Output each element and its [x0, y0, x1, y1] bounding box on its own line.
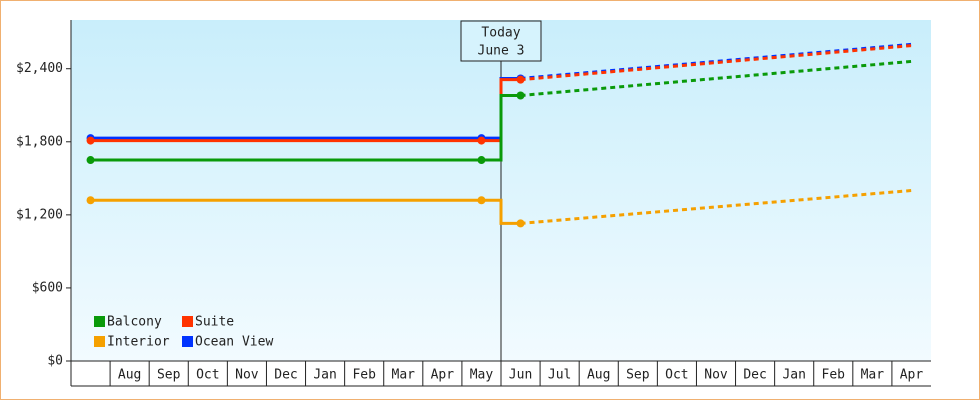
- x-tick-label: Jun: [509, 368, 532, 383]
- point: [516, 219, 525, 228]
- point: [86, 156, 95, 165]
- step-connector: [481, 198, 521, 225]
- point: [86, 136, 95, 145]
- x-tick-label: Jan: [313, 368, 336, 383]
- x-tick-label: Jul: [548, 368, 571, 383]
- y-tick-label: $0: [47, 354, 63, 369]
- x-tick-label: Oct: [665, 368, 688, 383]
- x-tick-label: Dec: [743, 368, 766, 383]
- x-tick-label: Mar: [392, 368, 416, 383]
- today-label: Today: [481, 26, 520, 41]
- legend-label: Interior: [107, 335, 170, 350]
- legend-label: Balcony: [107, 315, 162, 330]
- x-tick-label: Nov: [704, 368, 728, 383]
- x-tick-label: Sep: [157, 368, 181, 383]
- y-tick-label: $600: [32, 280, 63, 295]
- forecast-line: [520, 44, 912, 82]
- legend-label: Suite: [195, 315, 234, 330]
- x-tick-label: Apr: [431, 368, 455, 383]
- x-tick-label: Feb: [822, 368, 846, 383]
- x-tick-label: Aug: [118, 368, 141, 383]
- point: [477, 196, 486, 205]
- x-tick-label: Aug: [587, 368, 610, 383]
- forecast-line: [520, 59, 912, 98]
- today-label: June 3: [478, 44, 525, 59]
- x-tick-label: Oct: [196, 368, 219, 383]
- y-tick-label: $1,800: [16, 134, 63, 149]
- forecast-line: [520, 189, 912, 225]
- x-tick-label: Jan: [782, 368, 805, 383]
- step-connector: [481, 94, 521, 162]
- x-tick-label: Nov: [235, 368, 259, 383]
- legend-swatch: [94, 336, 105, 347]
- y-tick-label: $1,200: [16, 207, 63, 222]
- legend-swatch: [182, 336, 193, 347]
- x-tick-label: Feb: [352, 368, 376, 383]
- point: [477, 156, 486, 165]
- y-tick-label: $2,400: [16, 61, 63, 76]
- legend-label: Ocean View: [195, 335, 273, 350]
- point: [516, 75, 525, 84]
- point: [86, 196, 95, 205]
- today-box: [460, 20, 542, 62]
- x-tick-label: Dec: [274, 368, 297, 383]
- point: [477, 136, 486, 145]
- x-tick-label: Apr: [900, 368, 924, 383]
- x-tick-label: Sep: [626, 368, 650, 383]
- x-tick-label: May: [470, 368, 494, 383]
- legend-swatch: [94, 316, 105, 327]
- point: [516, 91, 525, 100]
- x-tick-label: Mar: [861, 368, 885, 383]
- legend-swatch: [182, 316, 193, 327]
